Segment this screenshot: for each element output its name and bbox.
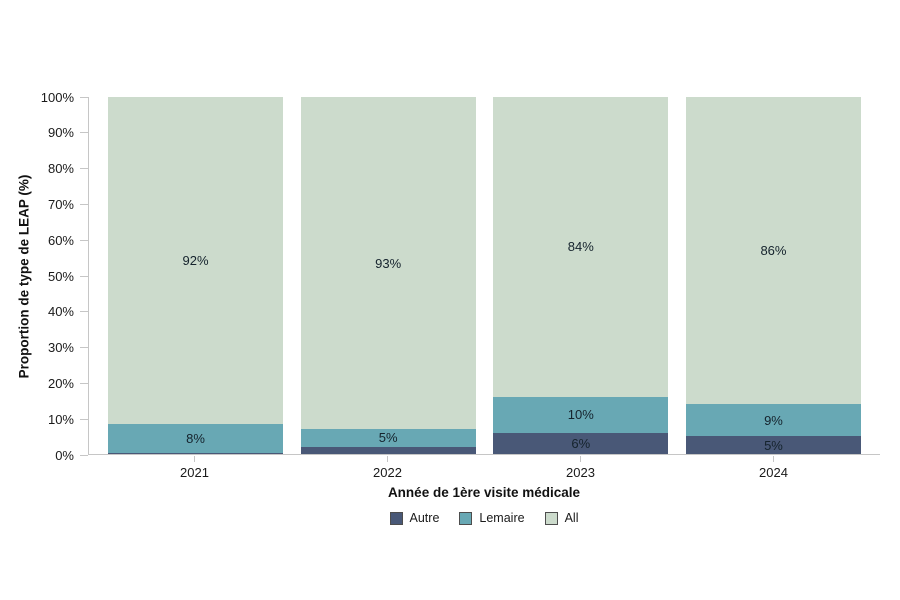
y-tick-mark bbox=[80, 132, 88, 134]
segment-value-label: 6% bbox=[571, 435, 591, 451]
y-tick-mark bbox=[80, 168, 88, 170]
segment-value-label: 5% bbox=[764, 437, 783, 453]
y-tick-label: 60% bbox=[47, 232, 74, 248]
legend-label: Autre bbox=[409, 511, 440, 525]
y-tick-mark bbox=[80, 96, 88, 98]
segment-lemaire-2022: 5% bbox=[300, 429, 476, 447]
y-tick-mark bbox=[80, 418, 88, 420]
segment-value-label: 5% bbox=[378, 430, 398, 446]
segment-autre-2022 bbox=[300, 446, 476, 454]
x-tick-mark bbox=[773, 456, 774, 462]
segment-value-label: 86% bbox=[760, 243, 787, 259]
x-tick-label: 2024 bbox=[759, 465, 788, 480]
y-tick-label: 0% bbox=[55, 447, 74, 463]
segment-lemaire-2023: 10% bbox=[493, 396, 669, 433]
y-tick-label: 40% bbox=[47, 304, 74, 320]
x-tick-label: 2023 bbox=[566, 465, 595, 480]
y-tick-mark bbox=[80, 239, 88, 241]
x-tick-label: 2022 bbox=[373, 465, 402, 480]
bars-container: 8% 92% 5% 93% 6% 10% 84% 5% 9% 86% bbox=[89, 97, 880, 454]
y-tick-mark bbox=[80, 347, 88, 349]
legend-label: All bbox=[564, 511, 579, 525]
segment-all-2023: 84% bbox=[493, 97, 669, 397]
bar-2021: 8% 92% bbox=[108, 97, 283, 454]
segment-all-2022: 93% bbox=[300, 97, 476, 430]
bar-2022: 5% 93% bbox=[300, 97, 476, 454]
plot-area: 8% 92% 5% 93% 6% 10% 84% 5% 9% 86% bbox=[88, 97, 880, 455]
y-tick-mark bbox=[80, 454, 88, 456]
bar-2023: 6% 10% 84% bbox=[493, 97, 669, 454]
segment-autre-2021 bbox=[108, 452, 283, 454]
x-tick-cell: 2022 bbox=[300, 456, 475, 480]
x-tick-cell: 2023 bbox=[493, 456, 668, 480]
x-axis-title: Année de 1ère visite médicale bbox=[387, 485, 581, 500]
segment-value-label: 84% bbox=[567, 239, 594, 255]
segment-value-label: 92% bbox=[182, 253, 209, 269]
legend-swatch-autre bbox=[389, 511, 403, 525]
segment-autre-2023: 6% bbox=[493, 432, 669, 454]
segment-all-2024: 86% bbox=[685, 97, 861, 405]
y-tick-mark bbox=[80, 203, 88, 205]
legend-item-lemaire: Lemaire bbox=[459, 511, 525, 525]
y-tick-mark bbox=[80, 311, 88, 313]
y-tick-label: 80% bbox=[47, 161, 74, 177]
bar-2024: 5% 9% 86% bbox=[685, 97, 861, 454]
x-tick-mark bbox=[194, 456, 195, 462]
segment-value-label: 9% bbox=[764, 412, 783, 428]
segment-all-2021: 92% bbox=[108, 97, 283, 425]
y-tick-mark bbox=[80, 382, 88, 384]
segment-lemaire-2021: 8% bbox=[108, 424, 283, 453]
legend-item-all: All bbox=[544, 511, 579, 525]
x-tick-cell: 2021 bbox=[107, 456, 282, 480]
segment-value-label: 8% bbox=[186, 430, 205, 446]
segment-value-label: 10% bbox=[567, 407, 594, 423]
segment-autre-2024: 5% bbox=[685, 436, 861, 454]
x-tick-mark bbox=[580, 456, 581, 462]
y-tick-mark bbox=[80, 275, 88, 277]
segment-value-label: 93% bbox=[375, 255, 402, 271]
legend-label: Lemaire bbox=[479, 511, 525, 525]
x-tick-mark bbox=[387, 456, 388, 462]
x-tick-label: 2021 bbox=[180, 465, 209, 480]
y-tick-label: 90% bbox=[47, 125, 74, 141]
y-tick-label: 100% bbox=[40, 89, 74, 105]
legend: Autre Lemaire All bbox=[88, 511, 880, 525]
x-axis-ticks: 2021 2022 2023 2024 bbox=[88, 456, 880, 480]
y-tick-label: 20% bbox=[47, 375, 74, 391]
legend-swatch-lemaire bbox=[459, 511, 473, 525]
legend-swatch-all bbox=[544, 511, 558, 525]
y-axis-ticks: 0% 10% 20% 30% 40% 50% 60% 70% 80% 90% 100% bbox=[0, 90, 88, 463]
y-tick-label: 50% bbox=[47, 268, 74, 284]
y-tick-label: 70% bbox=[47, 196, 74, 212]
segment-lemaire-2024: 9% bbox=[685, 404, 861, 437]
x-tick-cell: 2024 bbox=[686, 456, 861, 480]
y-tick-label: 30% bbox=[47, 340, 74, 356]
legend-item-autre: Autre bbox=[389, 511, 440, 525]
y-tick-label: 10% bbox=[47, 411, 74, 427]
